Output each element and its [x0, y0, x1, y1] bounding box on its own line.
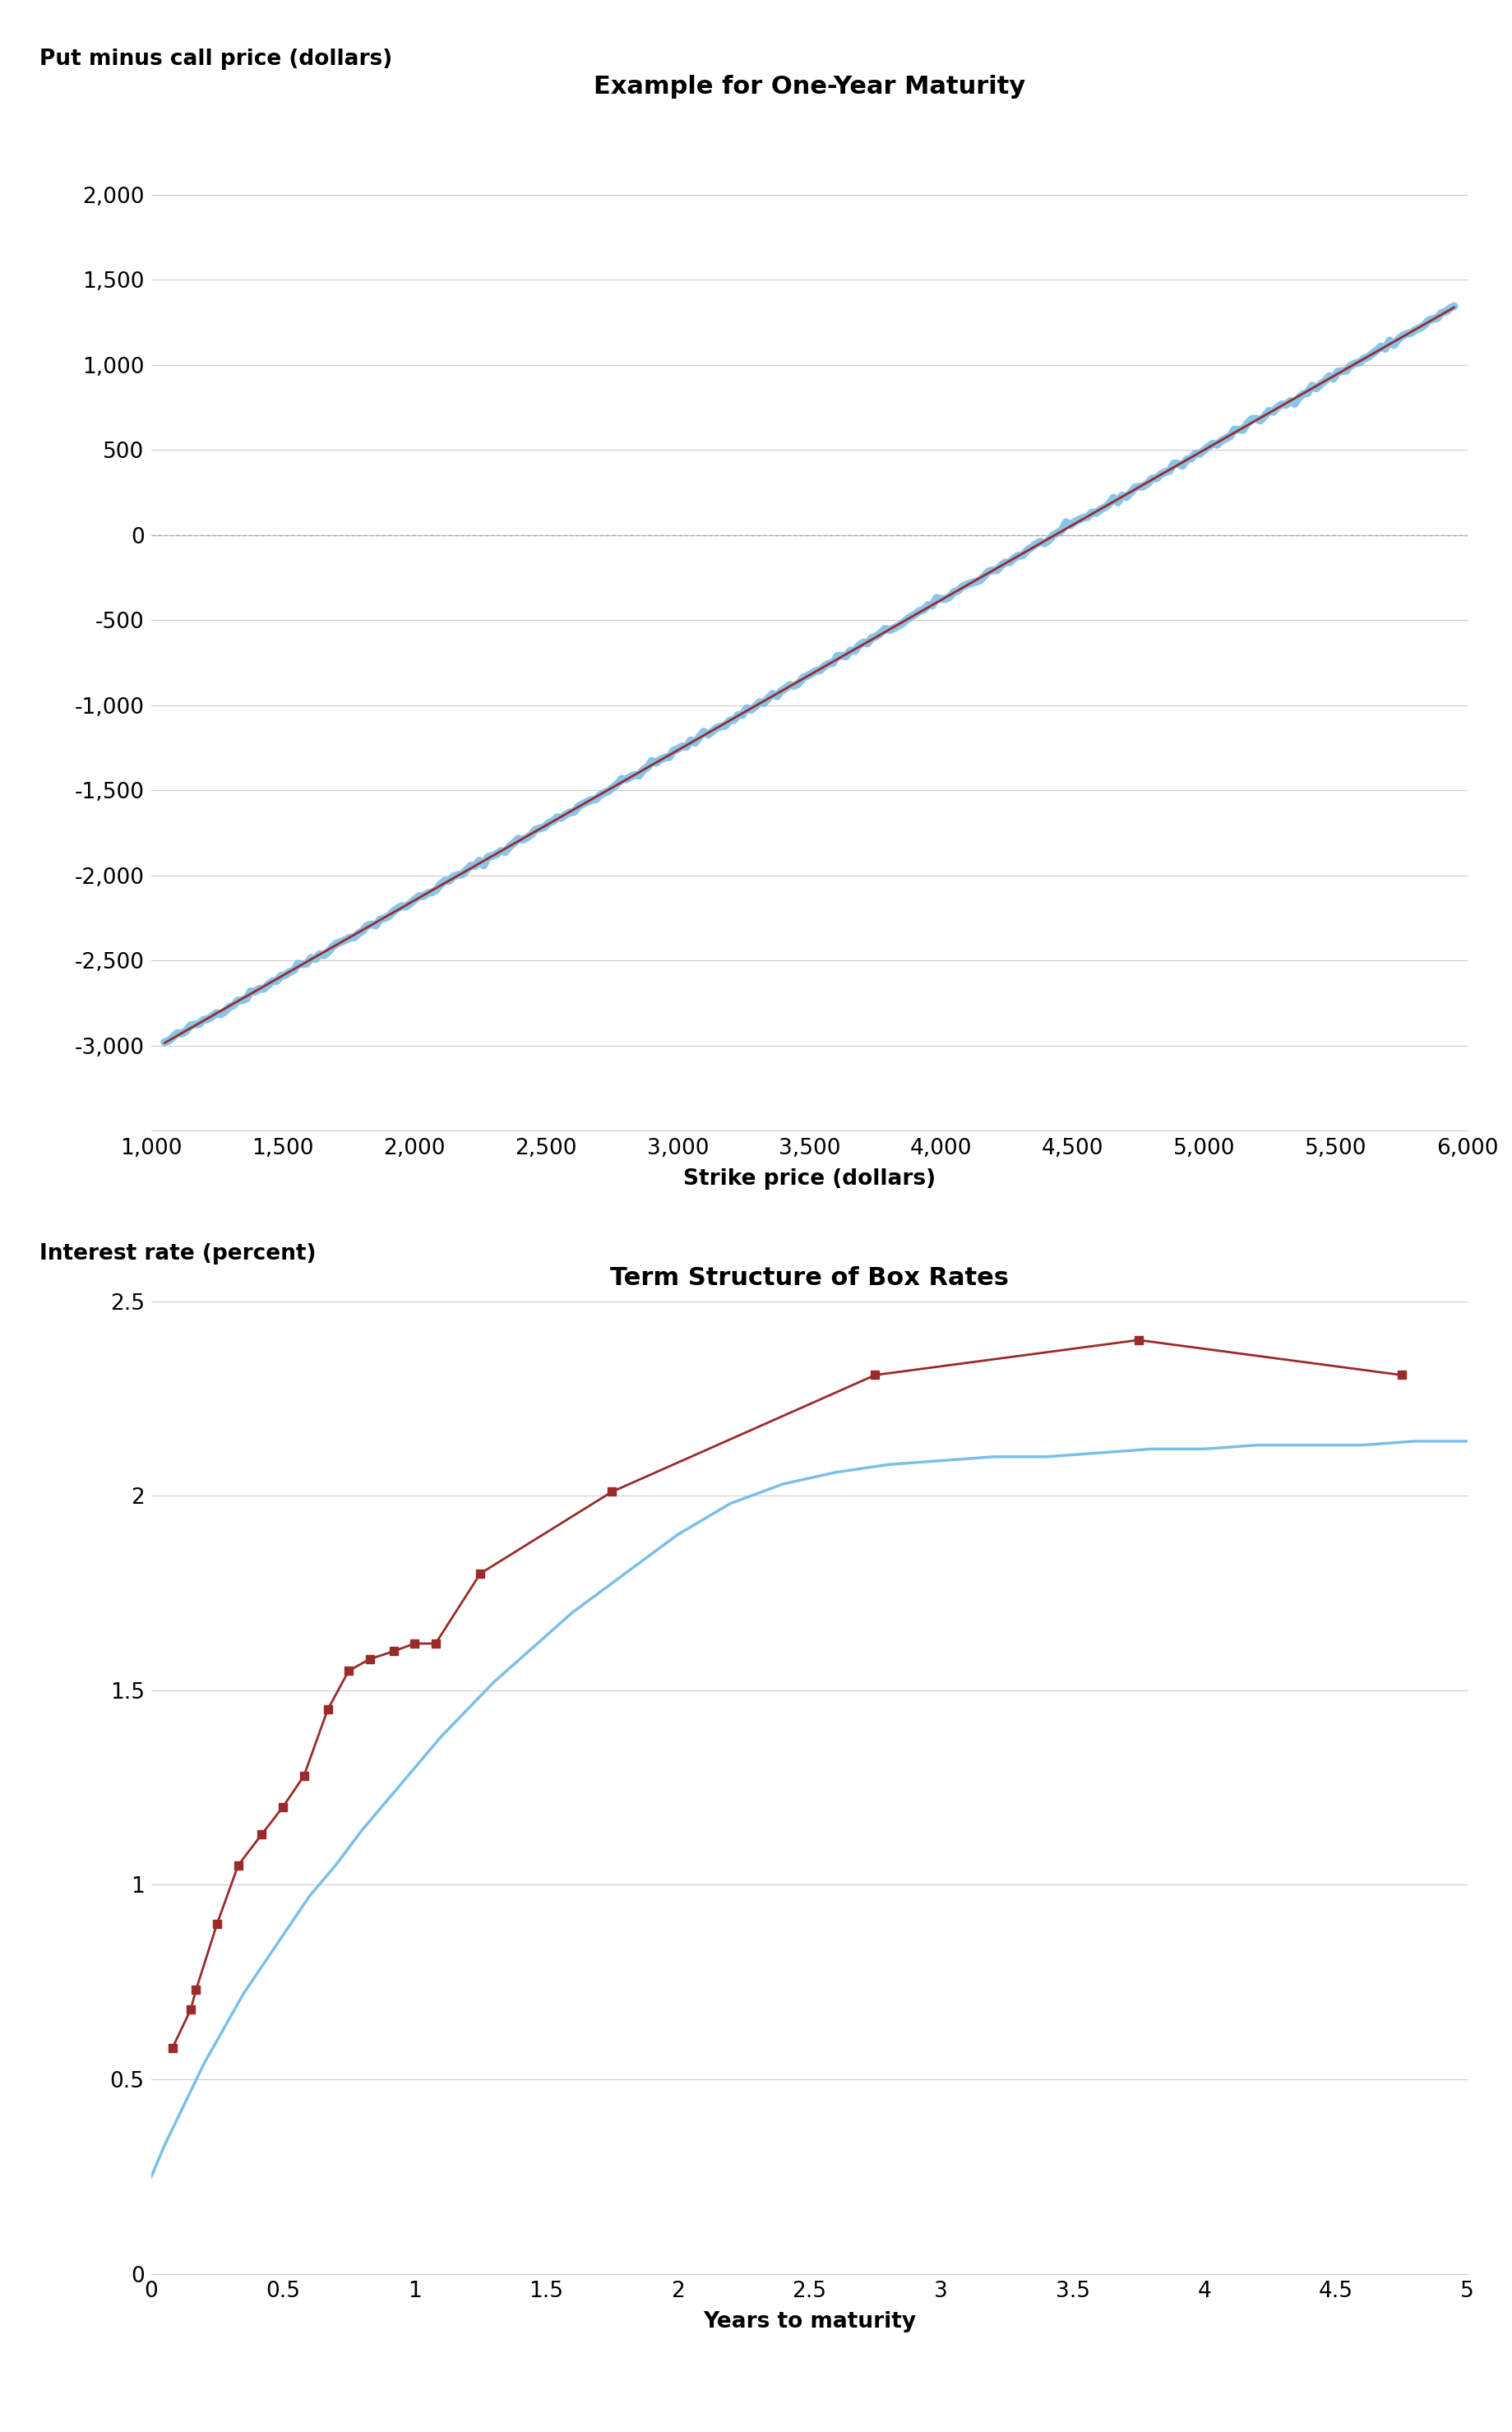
- X-axis label: Strike price (dollars): Strike price (dollars): [683, 1167, 934, 1189]
- X-axis label: Years to maturity: Years to maturity: [703, 2310, 915, 2332]
- Title: Example for One-Year Maturity: Example for One-Year Maturity: [593, 75, 1025, 97]
- Legend: Put minus call mid-quote price, Fitted values from OLS regression: Put minus call mid-quote price, Fitted v…: [162, 1306, 1117, 1328]
- Text: Interest rate (percent): Interest rate (percent): [39, 1243, 316, 1265]
- Title: Term Structure of Box Rates: Term Structure of Box Rates: [609, 1267, 1009, 1289]
- Text: Put minus call price (dollars): Put minus call price (dollars): [39, 49, 392, 71]
